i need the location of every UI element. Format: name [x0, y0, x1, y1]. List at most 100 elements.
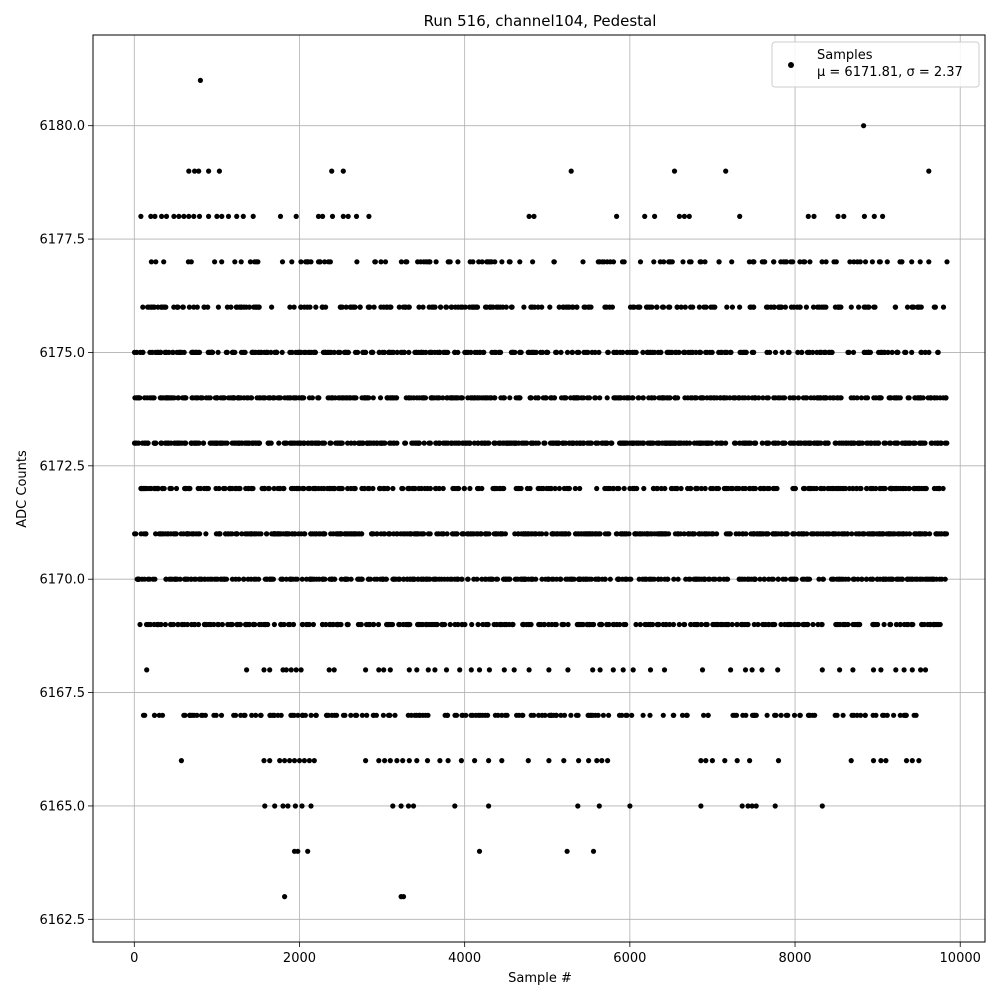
data-point: [740, 485, 746, 492]
data-point: [308, 259, 314, 265]
data-point: [285, 803, 291, 809]
x-axis-label: Sample #: [508, 971, 572, 986]
data-point: [398, 531, 404, 537]
x-tick-label: 4000: [448, 951, 481, 966]
plot-frame: [92, 34, 986, 943]
data-point: [599, 758, 605, 764]
data-point: [333, 440, 339, 446]
data-point: [287, 349, 293, 355]
data-point: [526, 213, 532, 219]
data-point: [275, 531, 281, 537]
data-point: [815, 621, 821, 628]
data-point: [423, 259, 429, 265]
data-point: [678, 485, 684, 492]
data-point: [426, 440, 432, 446]
data-point: [495, 712, 501, 718]
data-point: [608, 440, 614, 446]
data-point: [249, 395, 255, 401]
data-point: [614, 213, 620, 219]
data-point: [840, 621, 846, 628]
data-point: [390, 485, 396, 492]
data-point: [398, 803, 404, 809]
data-point: [685, 485, 691, 492]
data-point: [906, 485, 913, 492]
data-point: [427, 485, 433, 492]
data-point: [586, 395, 593, 401]
data-point: [275, 712, 281, 718]
data-point: [891, 395, 897, 401]
data-point: [238, 259, 244, 265]
data-point: [878, 667, 884, 673]
data-point: [554, 349, 560, 355]
data-point: [919, 621, 925, 628]
data-point: [888, 531, 894, 537]
data-point: [909, 349, 915, 355]
data-point: [536, 712, 542, 718]
data-point: [507, 395, 513, 401]
data-point: [611, 395, 617, 401]
data-point: [358, 621, 364, 628]
data-point: [511, 667, 517, 673]
data-point: [895, 531, 901, 537]
data-point: [158, 621, 164, 628]
data-point: [550, 531, 556, 537]
data-point: [848, 758, 854, 764]
data-point: [699, 576, 705, 582]
data-point: [593, 576, 600, 582]
data-point: [556, 304, 562, 310]
data-point: [892, 304, 898, 310]
data-point: [406, 758, 412, 764]
data-point: [549, 621, 555, 628]
x-tick-label: 2000: [283, 951, 316, 966]
data-point: [739, 803, 745, 809]
data-point: [301, 440, 307, 446]
data-point: [315, 213, 322, 219]
data-point: [772, 803, 778, 809]
data-point: [780, 576, 786, 582]
data-point: [775, 667, 781, 673]
data-point: [771, 304, 777, 310]
data-point: [663, 621, 669, 628]
data-point: [452, 349, 458, 355]
data-point: [671, 576, 677, 582]
y-tick-label: 6172.5: [40, 459, 86, 474]
data-point: [500, 395, 507, 401]
data-point: [924, 576, 931, 582]
data-point: [132, 531, 138, 537]
data-point: [561, 758, 567, 764]
data-point: [523, 576, 529, 582]
data-point: [160, 395, 167, 401]
data-point: [299, 576, 305, 582]
data-point: [701, 712, 707, 718]
data-point: [361, 485, 367, 492]
data-point: [499, 712, 505, 718]
data-point: [750, 259, 757, 265]
data-point: [604, 440, 610, 446]
data-point: [301, 531, 307, 537]
data-point: [370, 349, 376, 355]
data-point: [412, 440, 418, 446]
data-point: [193, 440, 199, 446]
data-point: [197, 77, 203, 83]
data-point: [344, 621, 351, 628]
data-point: [242, 531, 248, 537]
data-point: [425, 667, 431, 673]
data-point: [219, 621, 225, 628]
data-point: [815, 395, 821, 401]
data-point: [399, 485, 405, 492]
data-point: [165, 440, 171, 446]
data-point: [352, 712, 358, 718]
data-point: [757, 576, 763, 582]
data-point: [433, 259, 439, 265]
data-point: [529, 576, 535, 582]
data-point: [916, 440, 923, 446]
data-point: [637, 621, 643, 628]
data-point: [193, 531, 199, 537]
data-point: [317, 259, 323, 265]
data-point: [693, 485, 700, 492]
data-point: [734, 621, 740, 628]
data-point: [508, 304, 514, 310]
data-point: [819, 259, 825, 265]
data-point: [893, 667, 899, 673]
data-point: [312, 485, 318, 492]
